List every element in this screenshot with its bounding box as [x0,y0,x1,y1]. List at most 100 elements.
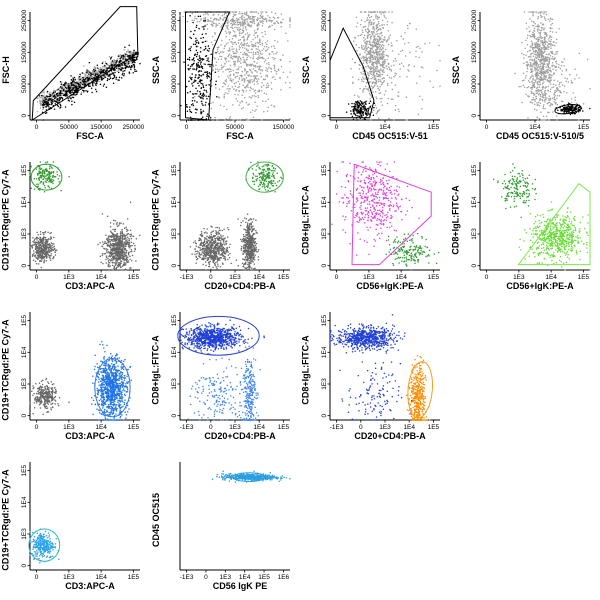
event-dot-black [117,79,119,81]
event-dot-gray [544,50,546,53]
event-dot-gray [372,46,375,48]
event-dot-gray [556,97,558,100]
event-dot-gray [213,22,215,25]
event-dot-gray [372,109,375,112]
event-dot-gray [535,60,538,62]
event-dot-gray [221,66,223,69]
event-dot-black [109,65,111,67]
event-dot-gray [361,73,363,75]
event-dot-gray [379,25,381,27]
event-dot-black [207,74,209,77]
event-dot-green [51,166,53,169]
event-dot-gray [228,90,230,92]
event-dot-gray [542,11,544,13]
event-dot-green [43,176,46,179]
event-dot-gray [250,96,253,99]
event-dot-gray [532,48,534,51]
x-tick-label: 50000 [60,124,78,131]
event-dot-gray [371,88,373,90]
event-dot-black [93,70,96,73]
event-dot-gray [353,40,355,42]
event-dot-gray [550,45,552,47]
event-dot-black [200,70,203,72]
event-dot-gray [368,34,370,36]
event-dot-gray [523,86,526,88]
event-dot-black [360,114,363,116]
event-dot-black [195,45,198,48]
event-dot-black [52,101,54,103]
event-dot-gray [48,245,51,247]
event-dot-gray [102,66,104,68]
event-dot-gray [362,76,364,78]
event-dot-black [45,111,48,114]
event-dot-black [62,89,65,92]
event-dot-gray [390,81,393,84]
event-dot-gray [546,78,549,81]
event-dot-gray [253,64,255,66]
event-dot-black [103,83,106,85]
event-dot-gray [264,78,267,81]
event-dot-gray [93,66,95,68]
event-dot-black [572,106,574,109]
event-dot-gray [232,50,234,53]
event-dot-gray [217,58,220,60]
event-dot-black [103,69,105,71]
event-dot-gray [249,34,251,36]
event-dot-gray [222,51,225,53]
event-dot-black [363,101,366,103]
event-dot-gray [540,72,542,74]
event-dot-black [354,103,357,106]
event-dot-gray [379,32,381,35]
event-dot-gray [532,64,534,66]
event-dot-gray [371,47,373,50]
y-tick-label: 0 [171,113,178,117]
event-dot-gray [377,80,380,83]
event-dot-gray [214,31,216,34]
event-dot-gray [224,12,226,14]
event-dot-black [124,70,126,72]
event-dot-black [56,104,59,106]
event-dot-gray [239,57,242,60]
event-dot-gray [267,57,270,59]
event-dot-gray [548,59,550,61]
event-dot-gray [370,68,372,70]
event-dot-black [49,93,51,96]
event-dot-gray [543,93,545,95]
event-dot-black [189,47,191,50]
event-dot-gray [241,17,243,20]
event-dot-black [71,96,73,99]
event-dot-gray [243,79,246,82]
event-dot-gray [392,60,395,62]
event-dot-gray [240,43,242,45]
event-dot-gray [359,34,362,37]
event-dot-gray [375,107,378,109]
event-dot-black [59,92,61,95]
event-dot-gray [261,53,263,55]
event-dot-gray [265,45,268,48]
event-dot-gray [540,22,542,24]
event-dot-black [368,113,370,116]
event-dot-gray [378,53,381,56]
event-dot-black [191,76,193,79]
event-dot-gray [229,75,231,77]
event-dot-gray [417,45,419,48]
event-dot-gray [554,99,557,101]
event-dot-gray [379,48,381,50]
event-dot-green [37,183,40,185]
event-dot-gray [540,55,543,58]
event-dot-gray [223,97,225,99]
y-tick-label: 50000 [321,75,328,93]
event-dot-black [87,79,89,81]
event-dot-gray [359,11,362,13]
event-dot-gray [376,111,379,114]
event-dot-gray [244,86,247,89]
event-dot-gray [378,45,381,47]
event-dot-gray [253,20,255,22]
event-dot-gray [383,16,386,18]
event-dot-gray [548,52,551,55]
event-dot-gray [266,82,269,85]
event-dot-gray [257,83,259,85]
event-dot-gray [540,51,543,53]
event-dot-gray [379,56,382,58]
event-dot-black [200,58,202,60]
